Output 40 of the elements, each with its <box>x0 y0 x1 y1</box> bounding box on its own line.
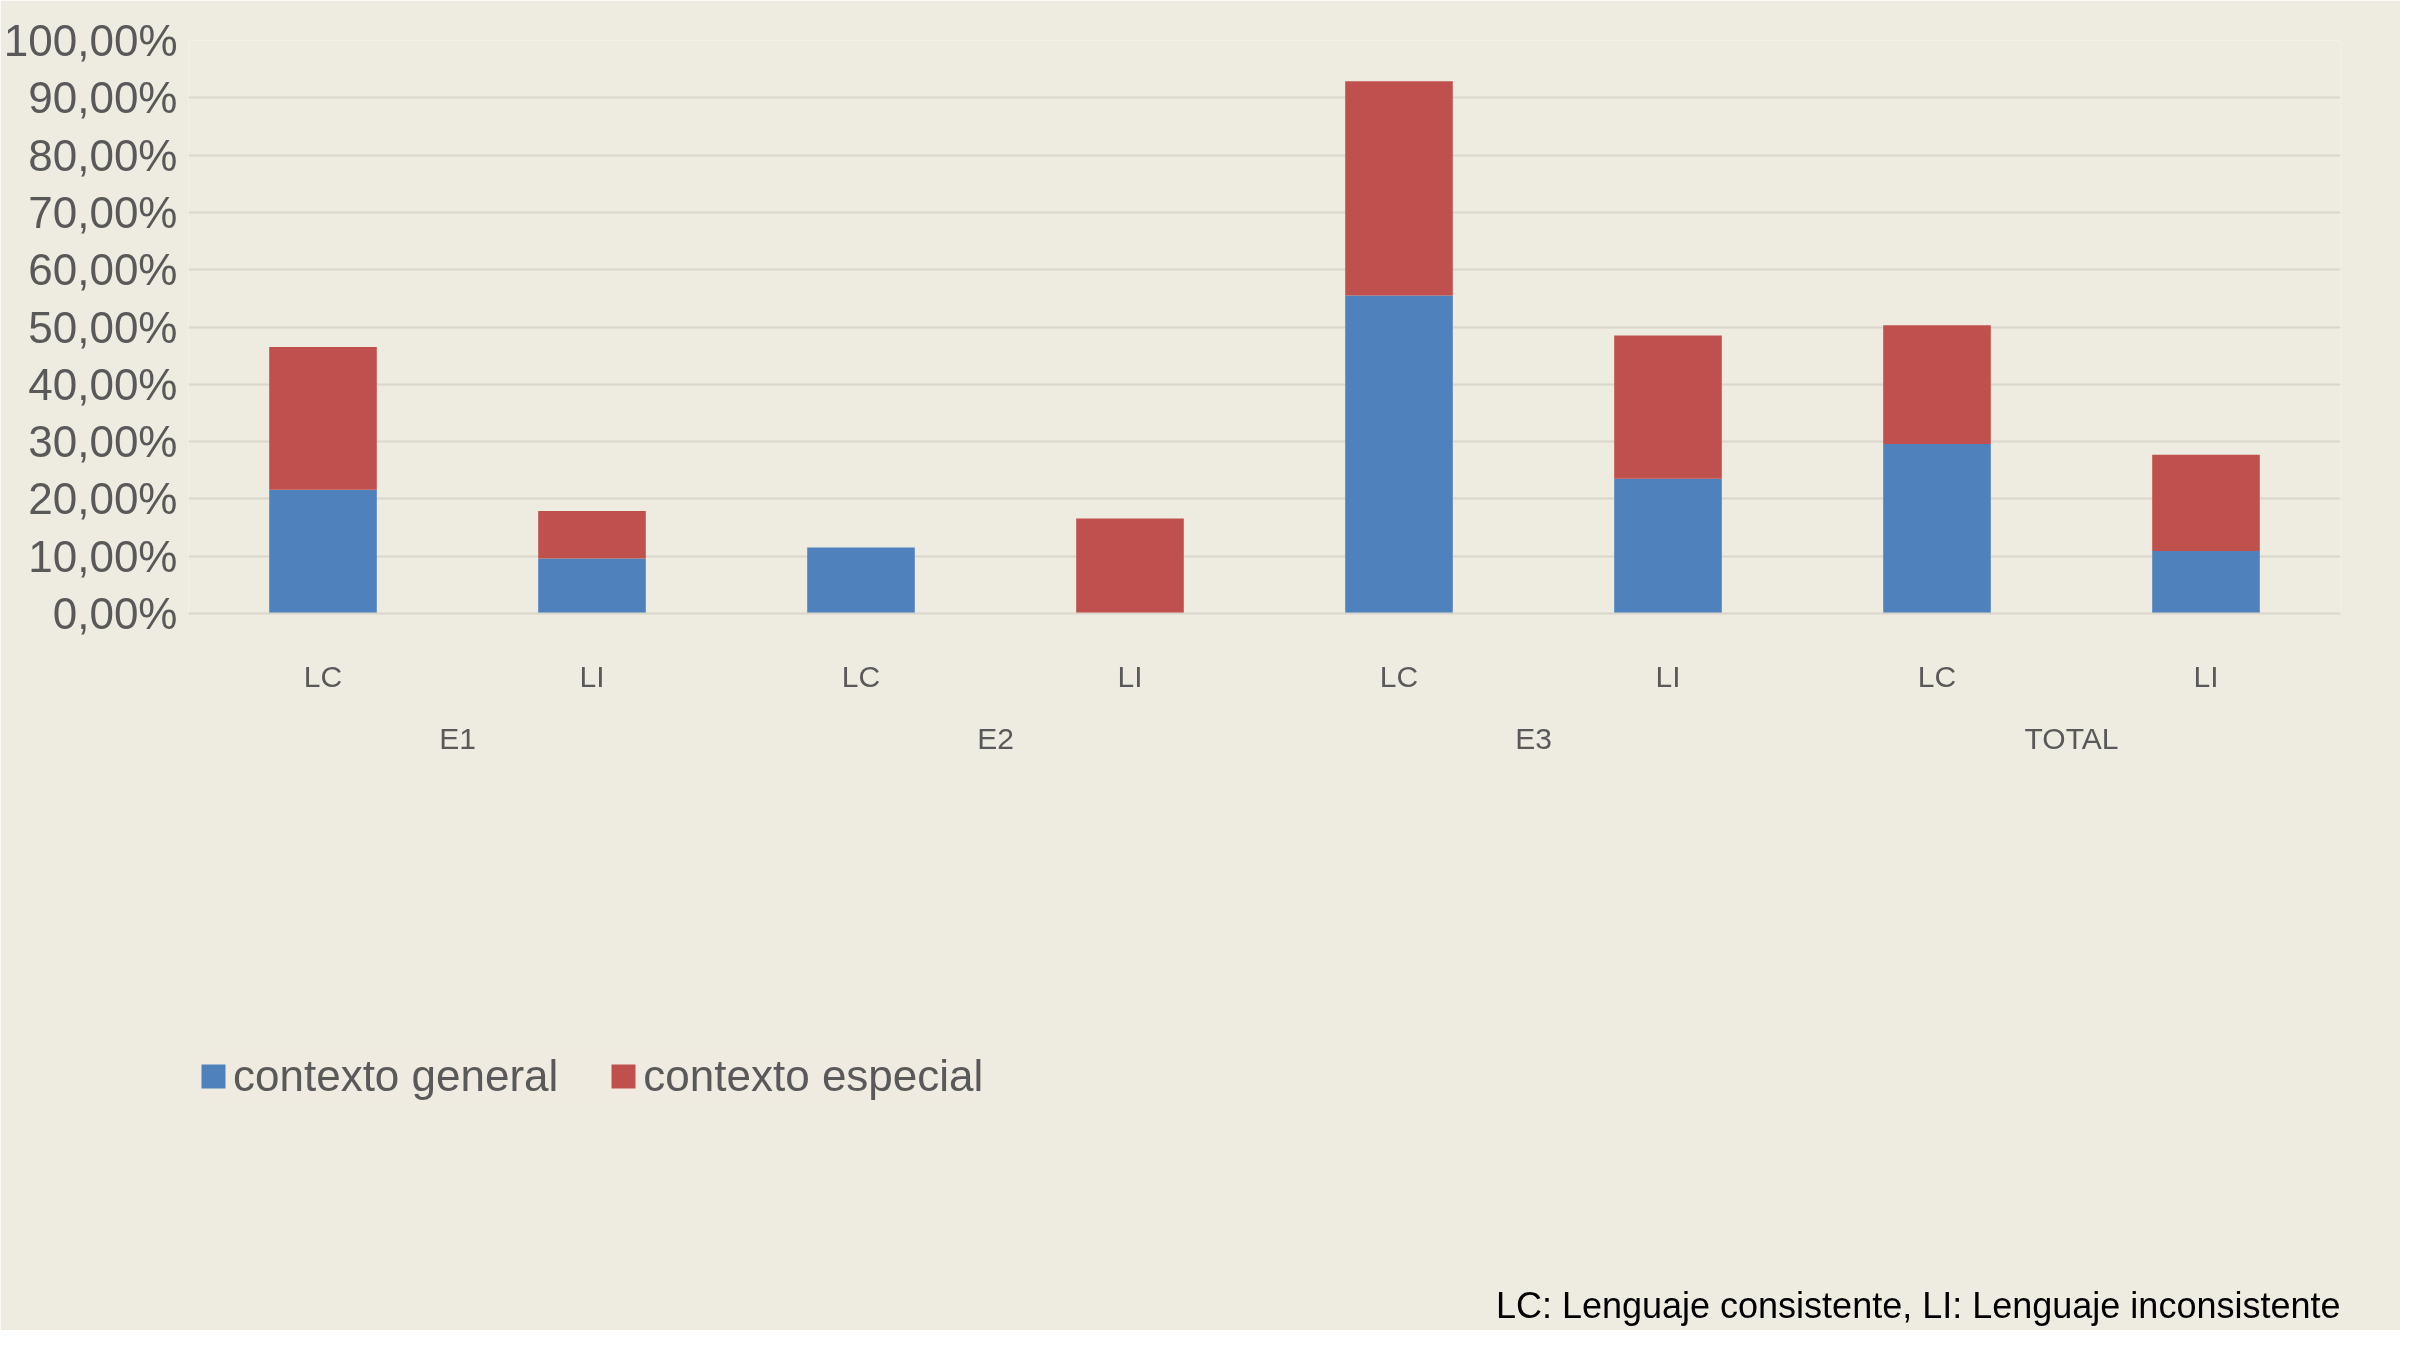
y-tick-label: 30,00% <box>28 417 178 467</box>
bar <box>1614 478 1722 614</box>
text: TOTAL <box>2024 721 2119 755</box>
bar <box>1076 518 1184 614</box>
y-tick-label: 0,00% <box>52 589 178 638</box>
bar <box>1345 81 1453 296</box>
y-tick-label: 20,00% <box>28 474 178 524</box>
y-tick-label: 90,00% <box>28 73 178 123</box>
x-tick-label: LC <box>1917 659 1957 693</box>
y-tick-label: 40,00% <box>28 359 178 409</box>
bar <box>538 558 646 614</box>
bar <box>269 347 377 490</box>
y-tick-label: 10,00% <box>28 531 178 581</box>
text: E2 <box>977 721 1014 755</box>
y-tick-label: 50,00% <box>28 302 178 352</box>
bar <box>269 489 377 614</box>
y-tick-label: 100,00% <box>3 16 178 65</box>
bar <box>2152 551 2260 614</box>
bar <box>538 510 646 559</box>
bar <box>1614 335 1722 479</box>
text: E1 <box>439 721 476 755</box>
x-tick-label: LI <box>2193 659 2219 693</box>
bar <box>2152 454 2260 552</box>
x-tick-label: LC <box>303 659 343 693</box>
legend-label: contexto especial <box>643 1050 984 1101</box>
y-tick-label: 60,00% <box>28 245 178 295</box>
x-tick-label: LI <box>579 659 605 693</box>
text: LC: Lenguaje consistente, LI: Lenguaje inconsistente <box>1495 1284 2341 1326</box>
y-tick-label: 70,00% <box>28 187 178 237</box>
bar <box>1883 443 1991 614</box>
x-tick-label: LC <box>1379 659 1419 693</box>
text: E3 <box>1515 721 1552 755</box>
bar <box>1345 295 1453 614</box>
y-tick-label: 80,00% <box>28 130 178 180</box>
x-tick-label: LI <box>1117 659 1143 693</box>
bar <box>807 547 915 614</box>
x-tick-label: LI <box>1655 659 1681 693</box>
bar <box>1883 325 1991 444</box>
legend-label: contexto general <box>233 1050 559 1101</box>
x-tick-label: LC <box>841 659 881 693</box>
